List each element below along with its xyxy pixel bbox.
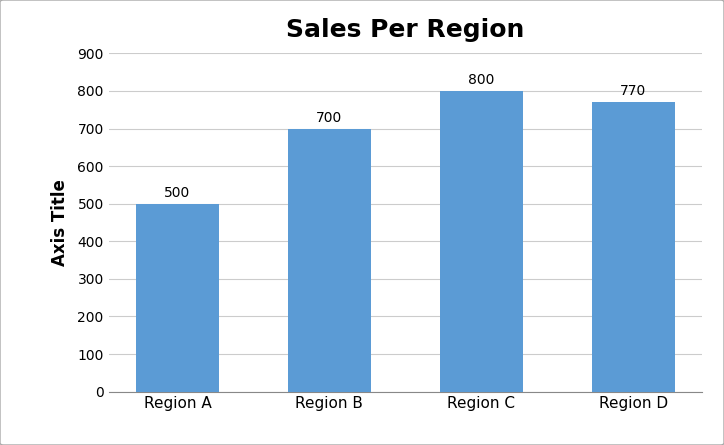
Bar [135,204,219,392]
Bar [439,91,523,392]
Bar [287,129,371,392]
Bar [592,102,675,392]
Text: 500: 500 [164,186,190,200]
Text: 770: 770 [620,85,647,98]
Title: Sales Per Region: Sales Per Region [286,18,525,42]
Text: 800: 800 [468,73,494,87]
Text: 700: 700 [316,111,342,125]
Y-axis label: Axis Title: Axis Title [51,179,69,266]
